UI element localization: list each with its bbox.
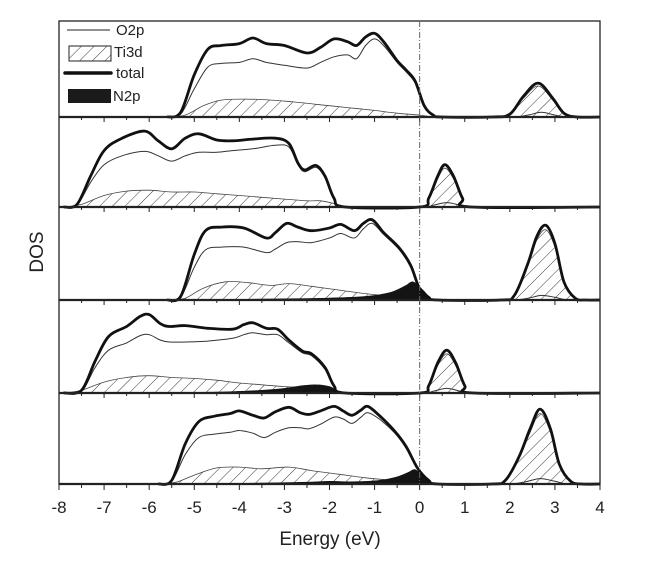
x-tick-label: -7	[97, 498, 112, 517]
x-tick-label: -5	[187, 498, 202, 517]
ti3d-area	[63, 167, 601, 209]
legend-ti3d-swatch	[68, 45, 112, 62]
x-tick-label: -8	[51, 498, 66, 517]
x-axis-ticks: -8 -7 -6 -5 -4 -3 -2 -1 0 1 2 3 4	[51, 117, 605, 517]
x-tick-label: 3	[550, 498, 559, 517]
x-tick-label: 1	[460, 498, 469, 517]
x-tick-label: 2	[505, 498, 514, 517]
x-tick-label: -6	[142, 498, 157, 517]
x-tick-label: -1	[367, 498, 382, 517]
total-line	[63, 312, 601, 396]
legend-n2p-label: N2p	[113, 88, 141, 105]
y-axis-title: DOS	[27, 231, 48, 272]
x-tick-label: -2	[322, 498, 337, 517]
legend-ti3d-label: Ti3d	[114, 44, 143, 61]
x-axis-title: Energy (eV)	[279, 529, 380, 550]
x-tick-label: 0	[415, 498, 424, 517]
x-tick-label: 4	[595, 498, 604, 517]
total-line	[63, 129, 601, 210]
x-tick-label: -3	[277, 498, 292, 517]
ti3d-area	[158, 413, 601, 485]
panel-5	[157, 404, 601, 486]
total-line	[166, 218, 601, 303]
o2p-line	[63, 144, 601, 209]
panel-2	[63, 129, 601, 210]
panel-1	[166, 31, 601, 119]
total-line	[157, 404, 601, 486]
panel-3	[166, 218, 601, 303]
total-line	[166, 31, 601, 119]
o2p-line	[63, 332, 601, 395]
ti3d-area	[167, 85, 601, 118]
panels-group	[63, 31, 601, 486]
legend-total-label: total	[116, 65, 144, 82]
legend-o2p-label: O2p	[116, 22, 144, 39]
legend: O2p Ti3d total N2p	[63, 22, 144, 105]
x-tick-label: -4	[232, 498, 247, 517]
panel-4	[63, 312, 601, 396]
legend-n2p-swatch	[68, 89, 111, 103]
